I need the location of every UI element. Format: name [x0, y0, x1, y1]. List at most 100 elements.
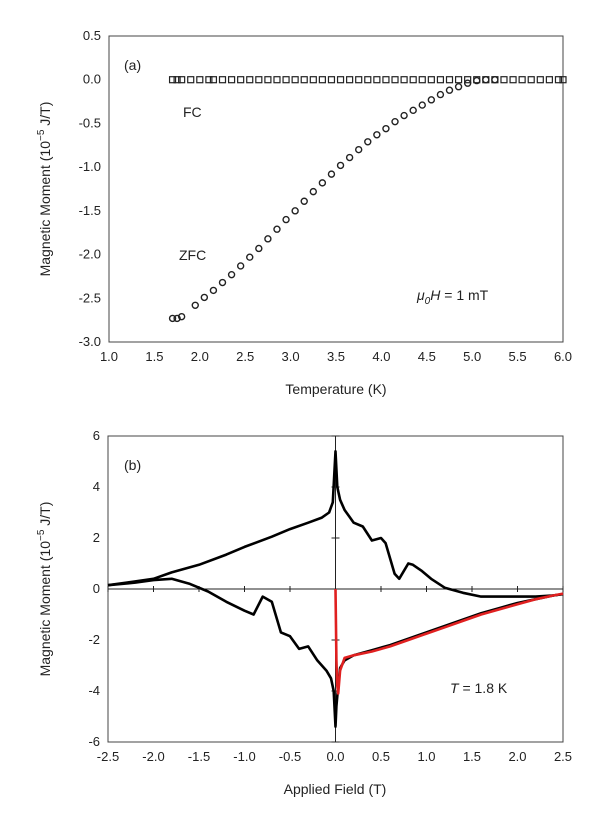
- panel-b-x-tick-label: -1.0: [233, 749, 255, 764]
- panel-b-y-tick-label: -2: [88, 632, 100, 647]
- fc-point: [273, 76, 281, 84]
- panel-a-ylabel-main: Magnetic Moment (10: [37, 141, 53, 277]
- zfc-point: [209, 286, 218, 295]
- panel-b-x-tick-label: -2.5: [97, 749, 119, 764]
- fc-point: [336, 76, 345, 84]
- fc-point: [291, 76, 299, 84]
- panel-b-marks: [107, 449, 564, 729]
- zfc-point: [391, 117, 399, 126]
- fc-point: [509, 76, 517, 84]
- panel-a-x-tick-label: 4.0: [372, 349, 390, 364]
- panel-b-x-tick-label: 0.0: [326, 749, 344, 764]
- panel-b-x-tick-label: -2.0: [142, 749, 164, 764]
- panel-a-y-tick-label: -1.5: [79, 203, 101, 218]
- fc-point: [400, 76, 408, 84]
- zfc-point: [255, 244, 263, 253]
- fc-point: [187, 76, 195, 84]
- panel-a-marks: [168, 76, 567, 323]
- fc-point: [445, 76, 454, 84]
- fc-point: [536, 76, 544, 84]
- zfc-point: [491, 76, 499, 84]
- panel-b-y-ticks: 6 4 2 0 -2 -4 -6: [88, 428, 100, 749]
- zfc-point: [409, 106, 417, 115]
- zfc-point: [382, 124, 390, 133]
- zfc-point: [345, 153, 354, 162]
- panel-a-y-tick-label: -2.5: [79, 290, 101, 305]
- panel-b-y-tick-label: 0: [93, 581, 100, 596]
- panel-b-y-axis-label: Magnetic Moment (10−5 J/T): [36, 502, 53, 677]
- panel-a-x-tick-label: 1.0: [100, 349, 118, 364]
- hysteresis-branch-1: [107, 449, 564, 598]
- fc-point: [409, 76, 417, 84]
- fc-point: [391, 76, 399, 84]
- zfc-point: [236, 262, 245, 270]
- fc-point: [327, 76, 336, 84]
- zfc-point: [364, 138, 372, 146]
- fc-point: [309, 76, 317, 84]
- fc-point: [554, 76, 563, 84]
- panel-a-x-tick-label: 3.0: [282, 349, 300, 364]
- hysteresis-virgin-curve: [334, 588, 564, 695]
- fc-annotation: FC: [183, 104, 202, 120]
- fc-point: [178, 76, 186, 84]
- fc-point: [237, 76, 245, 84]
- field-mu: μ: [416, 287, 425, 303]
- panel-b-x-tick-label: 0.5: [372, 749, 390, 764]
- fc-point: [264, 76, 272, 84]
- fc-point: [436, 76, 445, 84]
- fc-point: [218, 76, 227, 84]
- panel-a-x-tick-label: 6.0: [554, 349, 572, 364]
- panel-b-y-tick-label: -4: [88, 683, 100, 698]
- panel-b-ylabel-main: Magnetic Moment (10: [37, 541, 53, 677]
- fc-point: [527, 76, 535, 84]
- fc-point: [205, 76, 213, 84]
- temp-value: = 1.8 K: [459, 680, 508, 696]
- fc-point: [454, 76, 463, 84]
- panel-b-y-tick-label: -6: [88, 734, 100, 749]
- panel-a-y-ticks: 0.5 0.0 -0.5 -1.0 -1.5 -2.0 -2.5 -3.0: [79, 28, 101, 349]
- field-sub: 0: [425, 296, 431, 307]
- panel-b-label: (b): [124, 457, 141, 473]
- zfc-point: [327, 170, 336, 178]
- panel-a-ylabel-sup: −5: [36, 129, 47, 141]
- temperature-annotation: T = 1.8 K: [450, 680, 508, 696]
- panel-a-x-tick-label: 3.5: [327, 349, 345, 364]
- zfc-point: [318, 179, 327, 187]
- panel-b-x-tick-label: -1.5: [188, 749, 210, 764]
- fc-point: [418, 76, 426, 84]
- field-value: = 1 mT: [440, 287, 488, 303]
- zfc-point: [173, 314, 181, 323]
- zfc-point: [355, 145, 363, 154]
- zfc-point: [191, 301, 199, 309]
- panel-b-x-ticks: -2.5 -2.0 -1.5 -1.0 -0.5 0.0 0.5 1.0 1.5 2.0 2.5: [97, 749, 572, 764]
- fc-point: [518, 76, 526, 84]
- fc-point: [168, 76, 177, 84]
- panel-b-x-tick-label: 1.0: [417, 749, 435, 764]
- panel-b-y-tick-label: 6: [93, 428, 100, 443]
- panel-a-y-tick-label: -2.0: [79, 247, 101, 262]
- panel-b-x-axis-label: Applied Field (T): [284, 781, 387, 797]
- panel-b-x-tick-label: 2.0: [508, 749, 526, 764]
- panel-a-x-tick-label: 4.5: [418, 349, 436, 364]
- panel-a-plot-frame: [108, 35, 564, 343]
- zfc-point: [300, 197, 308, 205]
- fc-point: [559, 76, 567, 84]
- panel-a-ylabel-unit: J/T): [37, 102, 53, 130]
- fc-point: [346, 76, 354, 84]
- zfc-point: [177, 312, 186, 321]
- panel-b-x-tick-label: 2.5: [554, 749, 572, 764]
- fc-point: [318, 76, 326, 84]
- fc-point: [246, 76, 254, 84]
- panel-a-x-axis-label: Temperature (K): [285, 381, 386, 397]
- field-h: H: [430, 287, 441, 303]
- zfc-point: [168, 314, 177, 323]
- panel-a-x-tick-label: 1.5: [145, 349, 163, 364]
- panel-a-x-tick-label: 5.0: [463, 349, 481, 364]
- panel-b-ylabel-unit: J/T): [37, 502, 53, 530]
- zfc-point: [273, 225, 281, 233]
- fc-point: [173, 76, 181, 84]
- panel-a-x-tick-label: 2.0: [191, 349, 209, 364]
- field-annotation: μ0H = 1 mT: [416, 287, 489, 307]
- panel-a-y-axis-label: Magnetic Moment (10−5 J/T): [36, 102, 53, 277]
- fc-point: [382, 76, 390, 84]
